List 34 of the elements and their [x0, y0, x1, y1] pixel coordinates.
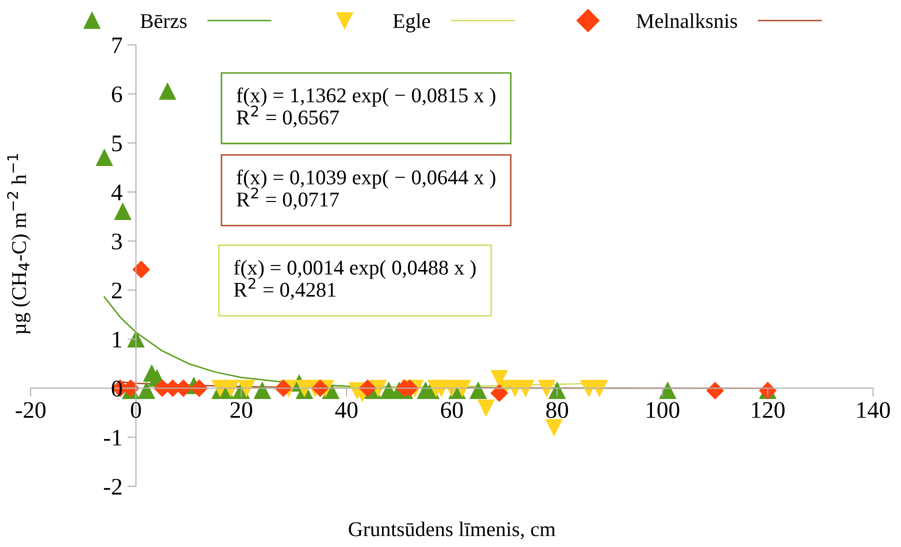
y-tick-label: 1	[113, 332, 122, 348]
y-tick-label: -2	[104, 478, 122, 494]
annotation: f(x) = 0,0014 exp( 0,0488 x ) R$^{2}$ = 0,4281	[234, 260, 476, 300]
point	[478, 399, 494, 416]
y-tick-label: 2	[112, 282, 122, 298]
x-tick-label: 0	[130, 402, 141, 418]
y-tick-label: 3	[112, 234, 122, 250]
point	[114, 203, 132, 220]
point	[128, 330, 144, 348]
x-tick-label: 100	[646, 402, 680, 418]
x-tick-label: 140	[857, 402, 890, 418]
annotation: f(x) = 1,1362 exp( − 0,0815 x ) R$^{2}$ = 0,6567	[236, 88, 496, 128]
x-tick-label: 120	[752, 402, 785, 418]
point	[132, 260, 150, 278]
y-tick-label: 5	[112, 136, 122, 152]
point	[96, 149, 113, 166]
x-tick-label: 20	[230, 402, 252, 418]
point	[159, 83, 176, 100]
y-axis-title: µg (CH$_{4}$-C) m$^{−2}$ h$^{−1}$	[7, 154, 30, 334]
legend-label: Bērzs	[140, 14, 187, 28]
x-tick-label: -20	[16, 402, 46, 418]
y-tick-label: 7	[112, 38, 122, 54]
y-tick-label: -1	[104, 430, 122, 446]
x-tick-label: 40	[335, 402, 358, 418]
point	[490, 384, 508, 402]
y-tick-label: 6	[112, 86, 122, 102]
legend-label: Melnalksnis	[636, 13, 738, 28]
annotation: f(x) = 0,1039 exp( − 0,0644 x ) R$^{2}$ = 0,0717	[236, 170, 496, 210]
y-tick-label: 4	[111, 184, 122, 200]
x-tick-label: 80	[546, 402, 568, 418]
x-tick-label: 60	[441, 402, 463, 418]
legend-label: Egle	[393, 13, 430, 32]
x-axis-title: Gruntsūdens līmenis, cm	[348, 522, 556, 540]
point	[546, 419, 562, 436]
